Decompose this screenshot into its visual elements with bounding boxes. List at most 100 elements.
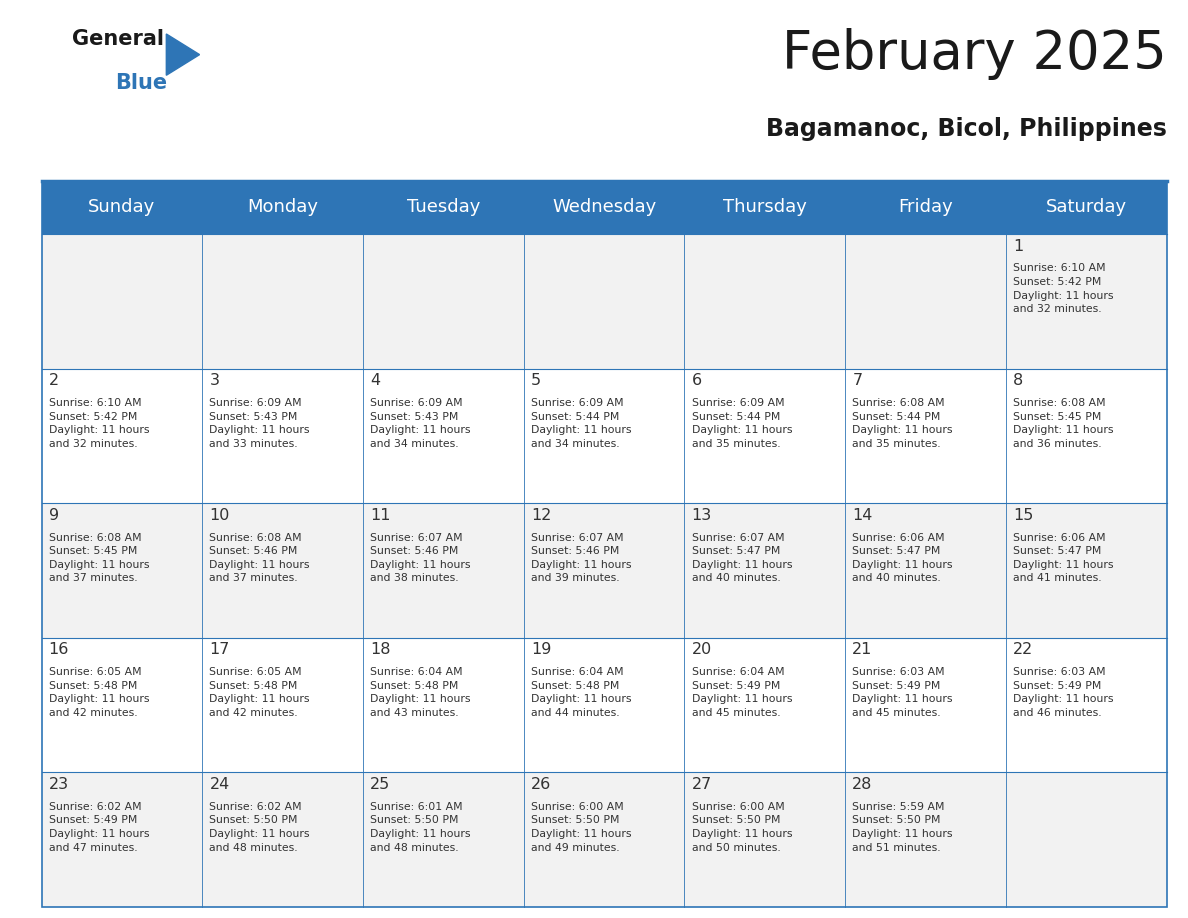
Bar [202, 503, 364, 638]
Bar [202, 638, 364, 772]
Text: 1: 1 [1013, 239, 1023, 253]
Bar [1006, 369, 1167, 503]
Bar [684, 181, 845, 234]
Text: 26: 26 [531, 777, 551, 792]
Bar [684, 638, 845, 772]
Bar [202, 772, 364, 907]
Bar [845, 503, 1006, 638]
Bar [202, 181, 364, 234]
Text: 23: 23 [49, 777, 69, 792]
Text: 25: 25 [371, 777, 391, 792]
Text: 17: 17 [209, 643, 229, 657]
Bar [42, 638, 202, 772]
Bar [42, 503, 202, 638]
Bar [202, 369, 364, 503]
Bar [1006, 638, 1167, 772]
Text: 28: 28 [852, 777, 873, 792]
Text: 18: 18 [371, 643, 391, 657]
Bar [42, 181, 1167, 907]
Text: Blue: Blue [115, 73, 168, 94]
Text: 27: 27 [691, 777, 712, 792]
Text: Sunrise: 6:07 AM
Sunset: 5:46 PM
Daylight: 11 hours
and 39 minutes.: Sunrise: 6:07 AM Sunset: 5:46 PM Dayligh… [531, 532, 631, 584]
Bar [1006, 234, 1167, 369]
Bar [202, 234, 364, 369]
Text: 22: 22 [1013, 643, 1034, 657]
Text: Monday: Monday [247, 198, 318, 217]
Text: Sunrise: 6:00 AM
Sunset: 5:50 PM
Daylight: 11 hours
and 50 minutes.: Sunrise: 6:00 AM Sunset: 5:50 PM Dayligh… [691, 801, 792, 853]
Text: 9: 9 [49, 508, 59, 523]
Text: 21: 21 [852, 643, 873, 657]
Bar [364, 181, 524, 234]
Text: Sunrise: 6:06 AM
Sunset: 5:47 PM
Daylight: 11 hours
and 41 minutes.: Sunrise: 6:06 AM Sunset: 5:47 PM Dayligh… [1013, 532, 1113, 584]
Text: Sunrise: 6:08 AM
Sunset: 5:45 PM
Daylight: 11 hours
and 37 minutes.: Sunrise: 6:08 AM Sunset: 5:45 PM Dayligh… [49, 532, 150, 584]
Bar [364, 772, 524, 907]
Bar [42, 772, 202, 907]
Text: Sunrise: 6:07 AM
Sunset: 5:47 PM
Daylight: 11 hours
and 40 minutes.: Sunrise: 6:07 AM Sunset: 5:47 PM Dayligh… [691, 532, 792, 584]
Text: Friday: Friday [898, 198, 953, 217]
Text: Sunrise: 6:08 AM
Sunset: 5:45 PM
Daylight: 11 hours
and 36 minutes.: Sunrise: 6:08 AM Sunset: 5:45 PM Dayligh… [1013, 398, 1113, 449]
Text: February 2025: February 2025 [782, 28, 1167, 80]
Text: Thursday: Thursday [722, 198, 807, 217]
Bar [42, 369, 202, 503]
Text: Wednesday: Wednesday [552, 198, 656, 217]
Text: 11: 11 [371, 508, 391, 523]
Bar [684, 503, 845, 638]
Bar [684, 772, 845, 907]
Text: Sunrise: 6:09 AM
Sunset: 5:43 PM
Daylight: 11 hours
and 33 minutes.: Sunrise: 6:09 AM Sunset: 5:43 PM Dayligh… [209, 398, 310, 449]
Bar [524, 369, 684, 503]
Text: Sunday: Sunday [88, 198, 156, 217]
Bar [42, 234, 202, 369]
Text: Sunrise: 6:09 AM
Sunset: 5:44 PM
Daylight: 11 hours
and 35 minutes.: Sunrise: 6:09 AM Sunset: 5:44 PM Dayligh… [691, 398, 792, 449]
Bar [524, 503, 684, 638]
Text: 12: 12 [531, 508, 551, 523]
Bar [845, 638, 1006, 772]
Bar [524, 234, 684, 369]
Text: 20: 20 [691, 643, 712, 657]
Text: 6: 6 [691, 374, 702, 388]
Bar [364, 503, 524, 638]
Text: Sunrise: 6:04 AM
Sunset: 5:49 PM
Daylight: 11 hours
and 45 minutes.: Sunrise: 6:04 AM Sunset: 5:49 PM Dayligh… [691, 667, 792, 718]
Text: Sunrise: 6:08 AM
Sunset: 5:46 PM
Daylight: 11 hours
and 37 minutes.: Sunrise: 6:08 AM Sunset: 5:46 PM Dayligh… [209, 532, 310, 584]
Bar [42, 181, 202, 234]
Text: Sunrise: 6:05 AM
Sunset: 5:48 PM
Daylight: 11 hours
and 42 minutes.: Sunrise: 6:05 AM Sunset: 5:48 PM Dayligh… [209, 667, 310, 718]
Text: 19: 19 [531, 643, 551, 657]
Text: Sunrise: 6:10 AM
Sunset: 5:42 PM
Daylight: 11 hours
and 32 minutes.: Sunrise: 6:10 AM Sunset: 5:42 PM Dayligh… [49, 398, 150, 449]
Text: Sunrise: 6:09 AM
Sunset: 5:44 PM
Daylight: 11 hours
and 34 minutes.: Sunrise: 6:09 AM Sunset: 5:44 PM Dayligh… [531, 398, 631, 449]
Text: 15: 15 [1013, 508, 1034, 523]
Text: Sunrise: 6:10 AM
Sunset: 5:42 PM
Daylight: 11 hours
and 32 minutes.: Sunrise: 6:10 AM Sunset: 5:42 PM Dayligh… [1013, 263, 1113, 314]
Text: Sunrise: 5:59 AM
Sunset: 5:50 PM
Daylight: 11 hours
and 51 minutes.: Sunrise: 5:59 AM Sunset: 5:50 PM Dayligh… [852, 801, 953, 853]
Text: 13: 13 [691, 508, 712, 523]
Text: 2: 2 [49, 374, 59, 388]
Bar [1006, 503, 1167, 638]
Text: 24: 24 [209, 777, 229, 792]
Text: 3: 3 [209, 374, 220, 388]
Bar [845, 369, 1006, 503]
Bar [845, 772, 1006, 907]
Text: Sunrise: 6:07 AM
Sunset: 5:46 PM
Daylight: 11 hours
and 38 minutes.: Sunrise: 6:07 AM Sunset: 5:46 PM Dayligh… [371, 532, 470, 584]
Bar [845, 234, 1006, 369]
Text: 14: 14 [852, 508, 873, 523]
Text: Sunrise: 6:08 AM
Sunset: 5:44 PM
Daylight: 11 hours
and 35 minutes.: Sunrise: 6:08 AM Sunset: 5:44 PM Dayligh… [852, 398, 953, 449]
Text: Sunrise: 6:04 AM
Sunset: 5:48 PM
Daylight: 11 hours
and 43 minutes.: Sunrise: 6:04 AM Sunset: 5:48 PM Dayligh… [371, 667, 470, 718]
Bar [524, 638, 684, 772]
Bar [364, 234, 524, 369]
Text: Saturday: Saturday [1045, 198, 1127, 217]
Text: 5: 5 [531, 374, 541, 388]
Text: 8: 8 [1013, 374, 1023, 388]
Text: Sunrise: 6:02 AM
Sunset: 5:49 PM
Daylight: 11 hours
and 47 minutes.: Sunrise: 6:02 AM Sunset: 5:49 PM Dayligh… [49, 801, 150, 853]
Text: Bagamanoc, Bicol, Philippines: Bagamanoc, Bicol, Philippines [766, 117, 1167, 140]
Text: Sunrise: 6:02 AM
Sunset: 5:50 PM
Daylight: 11 hours
and 48 minutes.: Sunrise: 6:02 AM Sunset: 5:50 PM Dayligh… [209, 801, 310, 853]
Bar [1006, 181, 1167, 234]
Bar [684, 234, 845, 369]
Text: Sunrise: 6:05 AM
Sunset: 5:48 PM
Daylight: 11 hours
and 42 minutes.: Sunrise: 6:05 AM Sunset: 5:48 PM Dayligh… [49, 667, 150, 718]
Text: Sunrise: 6:09 AM
Sunset: 5:43 PM
Daylight: 11 hours
and 34 minutes.: Sunrise: 6:09 AM Sunset: 5:43 PM Dayligh… [371, 398, 470, 449]
Text: Sunrise: 6:03 AM
Sunset: 5:49 PM
Daylight: 11 hours
and 45 minutes.: Sunrise: 6:03 AM Sunset: 5:49 PM Dayligh… [852, 667, 953, 718]
Text: 7: 7 [852, 374, 862, 388]
Text: 4: 4 [371, 374, 380, 388]
Text: Sunrise: 6:04 AM
Sunset: 5:48 PM
Daylight: 11 hours
and 44 minutes.: Sunrise: 6:04 AM Sunset: 5:48 PM Dayligh… [531, 667, 631, 718]
Polygon shape [166, 34, 200, 75]
Bar [524, 772, 684, 907]
Text: 10: 10 [209, 508, 229, 523]
Text: Sunrise: 6:03 AM
Sunset: 5:49 PM
Daylight: 11 hours
and 46 minutes.: Sunrise: 6:03 AM Sunset: 5:49 PM Dayligh… [1013, 667, 1113, 718]
Text: 16: 16 [49, 643, 69, 657]
